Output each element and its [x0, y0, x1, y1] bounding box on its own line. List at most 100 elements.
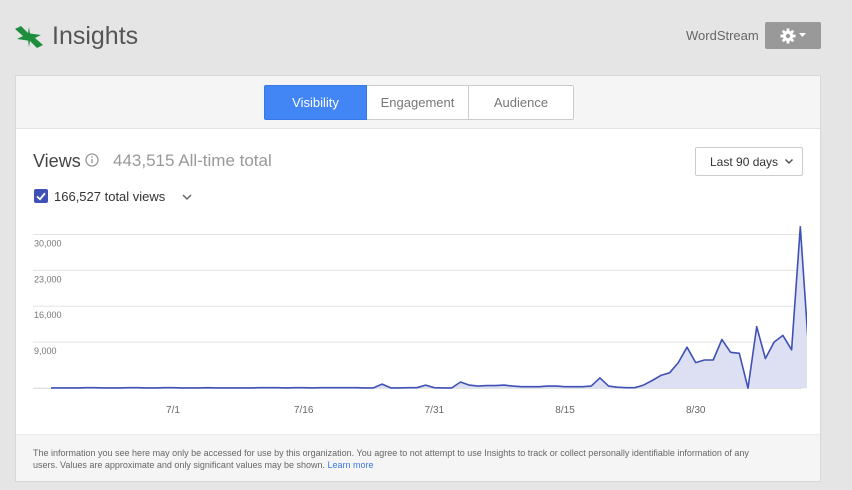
- date-range-select[interactable]: Last 90 days: [695, 147, 803, 176]
- data-point: [799, 226, 801, 228]
- y-tick-label: 30,000: [34, 238, 62, 248]
- tab-audience[interactable]: Audience: [468, 85, 574, 120]
- data-point: [137, 387, 139, 389]
- data-point: [172, 387, 174, 389]
- data-point: [686, 346, 688, 348]
- data-point: [704, 359, 706, 361]
- data-point: [730, 352, 732, 354]
- top-bar: Insights WordStream: [0, 0, 852, 70]
- data-point: [259, 387, 261, 389]
- data-point: [617, 386, 619, 388]
- data-point: [68, 387, 70, 389]
- data-point: [216, 387, 218, 389]
- data-point: [407, 387, 409, 389]
- y-tick-label: 16,000: [34, 310, 62, 320]
- data-point: [669, 372, 671, 374]
- caret-down-icon: [799, 33, 806, 37]
- x-tick-label: 7/1: [166, 405, 180, 416]
- x-tick-label: 7/16: [294, 405, 314, 416]
- data-point: [529, 386, 531, 388]
- x-tick-label: 8/30: [686, 405, 706, 416]
- data-point: [329, 387, 331, 389]
- data-point: [303, 387, 305, 389]
- settings-button[interactable]: [765, 22, 821, 49]
- data-point: [399, 387, 401, 389]
- data-point: [277, 387, 279, 389]
- data-point: [721, 339, 723, 341]
- x-tick-label: 7/31: [425, 405, 445, 416]
- data-point: [190, 387, 192, 389]
- data-point: [573, 386, 575, 388]
- metric-title: Views: [33, 151, 81, 171]
- tab-visibility[interactable]: Visibility: [264, 85, 367, 120]
- data-point: [155, 387, 157, 389]
- data-point: [503, 384, 505, 386]
- data-point: [442, 387, 444, 389]
- data-point: [416, 387, 418, 389]
- data-point: [738, 353, 740, 355]
- learn-more-link[interactable]: Learn more: [327, 460, 374, 470]
- data-point: [120, 387, 122, 389]
- chevron-down-icon: [784, 158, 794, 165]
- data-point: [590, 385, 592, 387]
- data-point: [599, 377, 601, 379]
- data-point: [390, 387, 392, 389]
- data-point: [355, 387, 357, 389]
- data-point: [94, 387, 96, 389]
- data-point: [320, 387, 322, 389]
- data-point: [233, 387, 235, 389]
- chevron-down-icon[interactable]: [181, 192, 193, 202]
- data-point: [76, 387, 78, 389]
- data-point: [512, 385, 514, 387]
- data-point: [102, 387, 104, 389]
- tab-engagement[interactable]: Engagement: [366, 85, 469, 120]
- account-name: WordStream: [686, 28, 759, 43]
- data-point: [747, 387, 749, 389]
- data-point: [460, 381, 462, 383]
- data-point: [486, 385, 488, 387]
- data-point: [338, 387, 340, 389]
- insights-arrows-logo-icon: [15, 26, 43, 48]
- data-point: [495, 385, 497, 387]
- data-point: [251, 387, 253, 389]
- tab-group: Visibility Engagement Audience: [264, 85, 574, 120]
- data-point: [791, 349, 793, 351]
- data-point: [285, 387, 287, 389]
- data-point: [129, 387, 131, 389]
- series-checkbox[interactable]: [34, 189, 48, 203]
- insights-card: Visibility Engagement Audience Views 443…: [15, 75, 821, 482]
- checkmark-icon: [36, 192, 46, 201]
- data-point: [364, 387, 366, 389]
- data-point: [373, 387, 375, 389]
- data-point: [712, 359, 714, 361]
- data-point: [782, 335, 784, 337]
- data-point: [660, 375, 662, 377]
- data-point: [425, 384, 427, 386]
- alltime-total: 443,515 All-time total: [113, 151, 272, 170]
- data-point: [765, 358, 767, 360]
- footer: The information you see here may only be…: [16, 434, 820, 481]
- data-point: [207, 387, 209, 389]
- y-tick-label: 9,000: [34, 346, 57, 356]
- data-point: [111, 387, 113, 389]
- data-point: [294, 387, 296, 389]
- data-point: [477, 385, 479, 387]
- data-point: [468, 384, 470, 386]
- data-point: [625, 387, 627, 389]
- data-point: [268, 387, 270, 389]
- data-point: [312, 387, 314, 389]
- data-point: [224, 387, 226, 389]
- y-tick-label: 23,000: [34, 274, 62, 284]
- x-tick-label: 8/15: [555, 405, 575, 416]
- data-point: [756, 326, 758, 328]
- data-point: [538, 386, 540, 388]
- disclaimer-text: The information you see here may only be…: [33, 447, 773, 471]
- data-point: [434, 387, 436, 389]
- data-point: [146, 387, 148, 389]
- data-point: [773, 341, 775, 343]
- info-icon[interactable]: [85, 153, 99, 167]
- data-point: [50, 387, 52, 389]
- data-point: [521, 386, 523, 388]
- data-point: [564, 386, 566, 388]
- data-point: [643, 384, 645, 386]
